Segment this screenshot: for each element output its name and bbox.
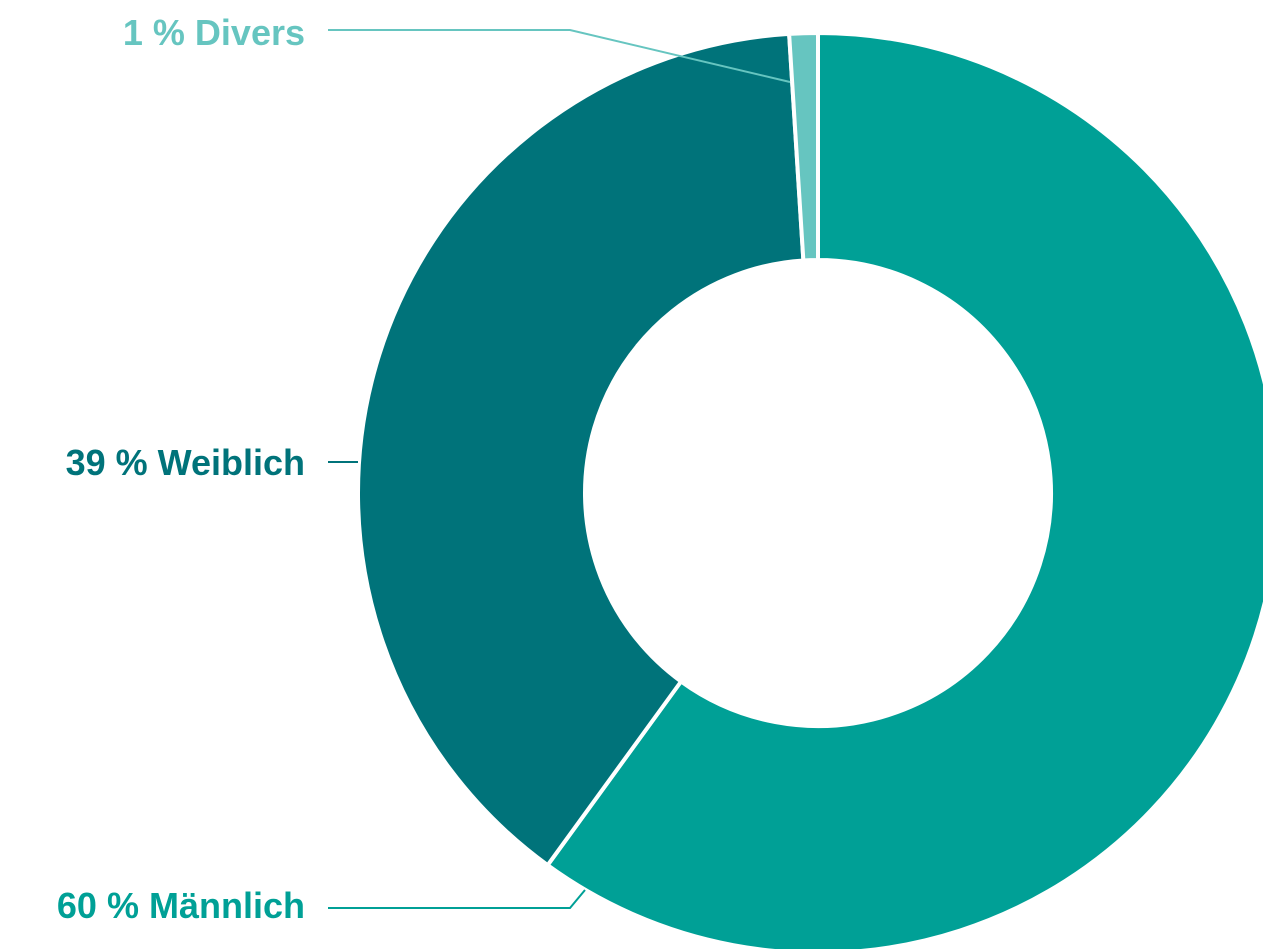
donut-slice xyxy=(356,31,806,868)
slice-label: 60 % Männlich xyxy=(57,885,305,926)
leader-line xyxy=(328,29,791,83)
category-label: Weiblich xyxy=(158,442,305,483)
category-label: Männlich xyxy=(149,885,305,926)
value-label: 39 % xyxy=(66,442,148,483)
donut-slice xyxy=(786,30,820,263)
category-label: Divers xyxy=(195,12,305,53)
slice-label: 1 % Divers xyxy=(123,12,305,53)
donut-slice xyxy=(544,30,1263,949)
slice-label: 39 % Weiblich xyxy=(66,442,305,483)
value-label: 60 % xyxy=(57,885,139,926)
leader-line xyxy=(328,889,586,909)
value-label: 1 % xyxy=(123,12,185,53)
